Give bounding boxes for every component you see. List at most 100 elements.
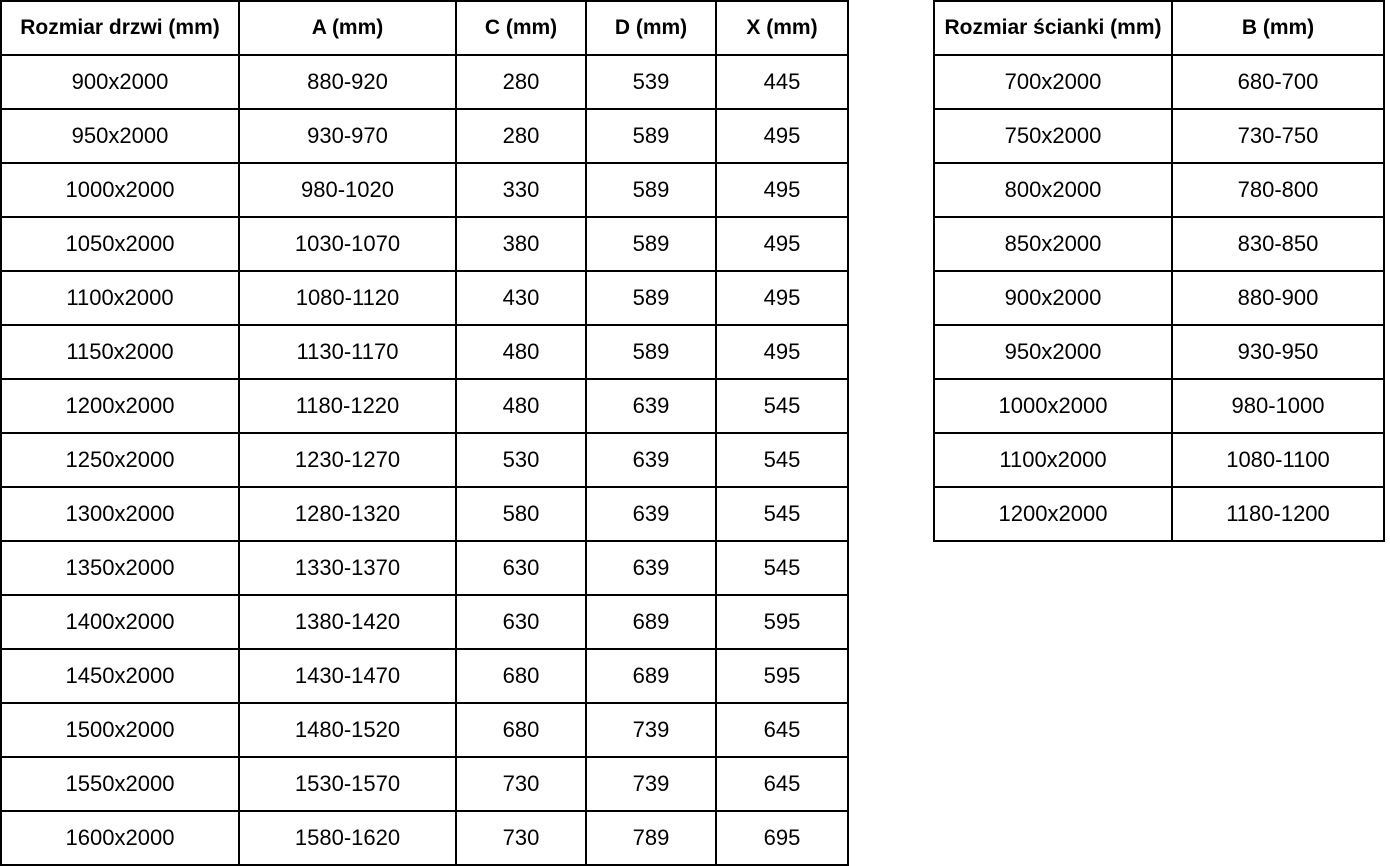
table-row: 1150x2000 1130-1170 480 589 495 [0, 324, 849, 380]
table-cell: 545 [715, 432, 849, 488]
table-cell: 639 [585, 540, 717, 596]
table-cell: 695 [715, 810, 849, 866]
table-cell: 1530-1570 [238, 756, 457, 812]
table-cell: 1000x2000 [933, 378, 1173, 434]
table-cell: 530 [455, 432, 587, 488]
table-cell: 880-920 [238, 54, 457, 110]
door-table-header-row: Rozmiar drzwi (mm) A (mm) C (mm) D (mm) … [0, 0, 849, 56]
table-cell: 480 [455, 324, 587, 380]
table-cell: 630 [455, 540, 587, 596]
table-cell: 830-850 [1171, 216, 1385, 272]
table-cell: 739 [585, 756, 717, 812]
table-row: 900x2000 880-920 280 539 445 [0, 54, 849, 110]
table-cell: 1230-1270 [238, 432, 457, 488]
table-cell: 430 [455, 270, 587, 326]
table-cell: 1200x2000 [933, 486, 1173, 542]
table-cell: 1600x2000 [0, 810, 240, 866]
table-cell: 950x2000 [0, 108, 240, 164]
table-cell: 689 [585, 648, 717, 704]
table-cell: 900x2000 [933, 270, 1173, 326]
table-cell: 1080-1120 [238, 270, 457, 326]
table-cell: 1450x2000 [0, 648, 240, 704]
table-cell: 445 [715, 54, 849, 110]
table-cell: 730 [455, 810, 587, 866]
table-cell: 580 [455, 486, 587, 542]
table-cell: 1250x2000 [0, 432, 240, 488]
table-cell: 545 [715, 540, 849, 596]
table-cell: 850x2000 [933, 216, 1173, 272]
wall-table-header-row: Rozmiar ścianki (mm) B (mm) [933, 0, 1385, 56]
table-cell: 639 [585, 486, 717, 542]
table-row: 1450x2000 1430-1470 680 689 595 [0, 648, 849, 704]
table-cell: 1300x2000 [0, 486, 240, 542]
table-cell: 1550x2000 [0, 756, 240, 812]
table-row: 1000x2000 980-1000 [933, 378, 1385, 434]
table-cell: 495 [715, 324, 849, 380]
column-header-d: D (mm) [585, 0, 717, 56]
table-cell: 930-970 [238, 108, 457, 164]
table-cell: 495 [715, 216, 849, 272]
table-cell: 750x2000 [933, 108, 1173, 164]
table-cell: 1200x2000 [0, 378, 240, 434]
table-cell: 1500x2000 [0, 702, 240, 758]
table-cell: 1150x2000 [0, 324, 240, 380]
table-cell: 280 [455, 54, 587, 110]
table-cell: 1350x2000 [0, 540, 240, 596]
table-cell: 495 [715, 270, 849, 326]
table-cell: 1580-1620 [238, 810, 457, 866]
table-cell: 1400x2000 [0, 594, 240, 650]
table-cell: 1380-1420 [238, 594, 457, 650]
table-row: 1250x2000 1230-1270 530 639 545 [0, 432, 849, 488]
door-table-body: 900x2000 880-920 280 539 445 950x2000 930-970 2… [0, 54, 849, 866]
table-cell: 789 [585, 810, 717, 866]
table-row: 1550x2000 1530-1570 730 739 645 [0, 756, 849, 812]
table-cell: 1030-1070 [238, 216, 457, 272]
table-cell: 539 [585, 54, 717, 110]
table-cell: 639 [585, 378, 717, 434]
table-cell: 1280-1320 [238, 486, 457, 542]
table-cell: 1100x2000 [933, 432, 1173, 488]
table-row: 950x2000 930-950 [933, 324, 1385, 380]
table-row: 1200x2000 1180-1220 480 639 545 [0, 378, 849, 434]
table-cell: 1080-1100 [1171, 432, 1385, 488]
table-cell: 1130-1170 [238, 324, 457, 380]
wall-table-body: 700x2000 680-700 750x2000 730-750 800x2000 78… [933, 54, 1385, 542]
table-cell: 1330-1370 [238, 540, 457, 596]
table-cell: 589 [585, 108, 717, 164]
table-row: 800x2000 780-800 [933, 162, 1385, 218]
table-row: 1000x2000 980-1020 330 589 495 [0, 162, 849, 218]
table-cell: 900x2000 [0, 54, 240, 110]
table-row: 1100x2000 1080-1100 [933, 432, 1385, 488]
table-row: 700x2000 680-700 [933, 54, 1385, 110]
table-cell: 589 [585, 216, 717, 272]
table-cell: 589 [585, 324, 717, 380]
table-cell: 689 [585, 594, 717, 650]
column-header-rozmiar-drzwi: Rozmiar drzwi (mm) [0, 0, 240, 56]
column-header-a: A (mm) [238, 0, 457, 56]
table-cell: 1430-1470 [238, 648, 457, 704]
table-cell: 1480-1520 [238, 702, 457, 758]
table-row: 1300x2000 1280-1320 580 639 545 [0, 486, 849, 542]
table-cell: 480 [455, 378, 587, 434]
column-header-c: C (mm) [455, 0, 587, 56]
table-cell: 780-800 [1171, 162, 1385, 218]
table-row: 1050x2000 1030-1070 380 589 495 [0, 216, 849, 272]
wall-size-table: Rozmiar ścianki (mm) B (mm) 700x2000 680-… [933, 0, 1385, 542]
table-cell: 730 [455, 756, 587, 812]
table-row: 900x2000 880-900 [933, 270, 1385, 326]
table-cell: 595 [715, 594, 849, 650]
table-cell: 930-950 [1171, 324, 1385, 380]
table-cell: 495 [715, 162, 849, 218]
table-cell: 700x2000 [933, 54, 1173, 110]
table-row: 850x2000 830-850 [933, 216, 1385, 272]
table-cell: 589 [585, 270, 717, 326]
table-cell: 330 [455, 162, 587, 218]
table-cell: 680-700 [1171, 54, 1385, 110]
table-row: 950x2000 930-970 280 589 495 [0, 108, 849, 164]
table-cell: 1180-1200 [1171, 486, 1385, 542]
table-cell: 630 [455, 594, 587, 650]
column-header-rozmiar-scianki: Rozmiar ścianki (mm) [933, 0, 1173, 56]
table-row: 1400x2000 1380-1420 630 689 595 [0, 594, 849, 650]
table-cell: 645 [715, 702, 849, 758]
